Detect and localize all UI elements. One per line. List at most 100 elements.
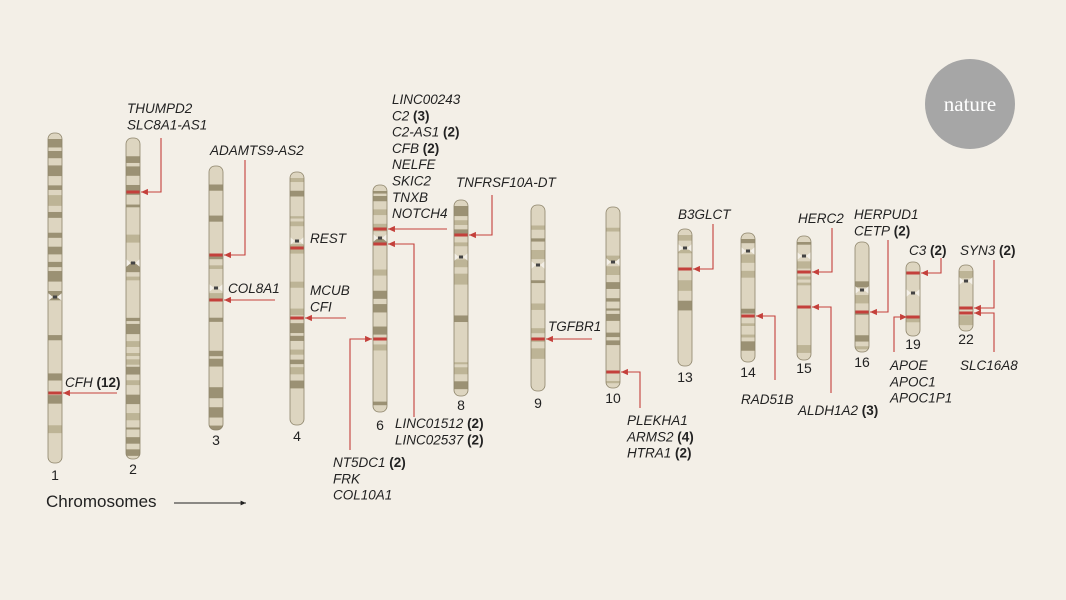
chromosome-body bbox=[454, 200, 468, 396]
chromosome-band bbox=[678, 300, 692, 311]
centromere bbox=[864, 286, 869, 294]
chromosome-band bbox=[373, 269, 387, 276]
chromosome-band bbox=[126, 204, 140, 208]
chromosome-13: 13 bbox=[677, 228, 693, 385]
chromosome-band bbox=[209, 317, 223, 322]
chromosome-band bbox=[126, 437, 140, 444]
chromosome-band bbox=[741, 239, 755, 244]
centromere-core bbox=[131, 261, 135, 265]
centromere bbox=[290, 237, 295, 245]
gene-count: (2) bbox=[463, 416, 483, 431]
chromosome-8: 8 bbox=[453, 199, 469, 413]
gene-label: COL8A1 bbox=[228, 281, 280, 296]
centromere-core bbox=[911, 291, 915, 295]
gene-count: (2) bbox=[926, 243, 946, 258]
chromosome-band bbox=[48, 395, 62, 404]
gene-name: NOTCH4 bbox=[392, 206, 448, 221]
risk-locus-band bbox=[48, 391, 62, 395]
gene-name: C2-AS1 bbox=[392, 125, 439, 140]
gene-label: CFH (12) bbox=[65, 375, 121, 390]
chromosome-band bbox=[373, 209, 387, 216]
chromosome-band bbox=[373, 401, 387, 406]
centromere-core bbox=[536, 263, 540, 267]
chromosome-22: 22 bbox=[958, 264, 974, 347]
chromosome-band bbox=[126, 166, 140, 176]
gene-label: TNXB bbox=[392, 190, 428, 205]
risk-locus-band bbox=[906, 315, 920, 319]
gene-name: LINC02537 bbox=[395, 432, 464, 447]
chromosome-outline bbox=[530, 204, 546, 392]
chromosome-band bbox=[126, 380, 140, 386]
logo-badge bbox=[925, 59, 1015, 149]
connector-arrow bbox=[812, 228, 833, 276]
gene-label: APOC1 bbox=[889, 374, 936, 389]
connector-arrow bbox=[388, 240, 415, 417]
gene-label: LINC00243 bbox=[392, 92, 461, 107]
chromosome-band bbox=[531, 280, 545, 284]
gene-name: CFB bbox=[392, 141, 419, 156]
gene-name: SYN3 bbox=[960, 243, 996, 258]
gene-label: SLC8A1-AS1 bbox=[127, 117, 207, 132]
gene-label-group-chr3: ADAMTS9-AS2 bbox=[209, 143, 304, 158]
chromosome-band bbox=[741, 334, 755, 338]
chromosome-band bbox=[209, 358, 223, 367]
chromosome-band bbox=[531, 250, 545, 260]
gene-name: COL10A1 bbox=[333, 488, 392, 503]
chromosome-band bbox=[678, 249, 692, 254]
chromosome-band bbox=[741, 341, 755, 351]
chromosome-band bbox=[741, 323, 755, 326]
gene-name: THUMPD2 bbox=[127, 101, 193, 116]
centromere bbox=[454, 253, 459, 261]
centromere-core bbox=[802, 254, 806, 258]
centromere bbox=[540, 261, 545, 269]
gene-label: NOTCH4 bbox=[392, 206, 448, 221]
chromosome-band bbox=[454, 206, 468, 217]
chromosome-band bbox=[959, 271, 973, 279]
gene-label-group-chr6: LINC01512 (2)LINC02537 (2) bbox=[395, 416, 484, 447]
gene-count: (2) bbox=[890, 223, 910, 238]
chromosome-number: 15 bbox=[796, 360, 812, 376]
chromosome-band bbox=[48, 165, 62, 177]
centromere-core bbox=[746, 249, 750, 253]
centromere bbox=[531, 261, 536, 269]
chromosome-band bbox=[373, 191, 387, 194]
chromosome-band bbox=[48, 185, 62, 190]
risk-locus-band bbox=[855, 310, 869, 314]
chromosome-band bbox=[373, 344, 387, 351]
chromosome-band bbox=[373, 238, 387, 245]
gene-label-group-chr9: TGFBR1 bbox=[548, 319, 601, 334]
centromere-core bbox=[378, 236, 382, 240]
chromosome-band bbox=[606, 313, 620, 321]
risk-locus-band bbox=[741, 314, 755, 318]
chromosome-number: 13 bbox=[677, 369, 693, 385]
gene-label: LINC02537 (2) bbox=[395, 432, 484, 447]
chromosome-outline bbox=[677, 228, 693, 367]
gene-name: SLC8A1-AS1 bbox=[127, 117, 207, 132]
chromosome-number: 2 bbox=[129, 461, 137, 477]
chromosome-outline bbox=[854, 241, 870, 353]
risk-locus-band bbox=[606, 370, 620, 374]
gene-count: (3) bbox=[409, 108, 429, 123]
chromosome-band bbox=[126, 427, 140, 430]
gene-label-group-chr3: COL8A1 bbox=[228, 281, 280, 296]
chromosome-10: 10 bbox=[605, 206, 621, 406]
gene-name: APOC1P1 bbox=[889, 391, 952, 406]
gene-count: (2) bbox=[386, 455, 406, 470]
chromosome-number: 9 bbox=[534, 395, 542, 411]
gene-count: (2) bbox=[995, 243, 1015, 258]
risk-locus-band bbox=[678, 267, 692, 271]
centromere bbox=[463, 253, 468, 261]
chromosome-band bbox=[797, 282, 811, 286]
connector-arrow bbox=[921, 258, 942, 277]
chromosome-band bbox=[606, 266, 620, 275]
centromere bbox=[968, 277, 973, 285]
gene-label: C3 (2) bbox=[909, 243, 947, 258]
chromosome-band bbox=[454, 367, 468, 375]
gene-name: SKIC2 bbox=[392, 174, 432, 189]
chromosome-band bbox=[454, 381, 468, 390]
gene-count: (2) bbox=[419, 141, 439, 156]
chromosome-body bbox=[741, 233, 755, 362]
chromosome-body bbox=[126, 138, 140, 459]
